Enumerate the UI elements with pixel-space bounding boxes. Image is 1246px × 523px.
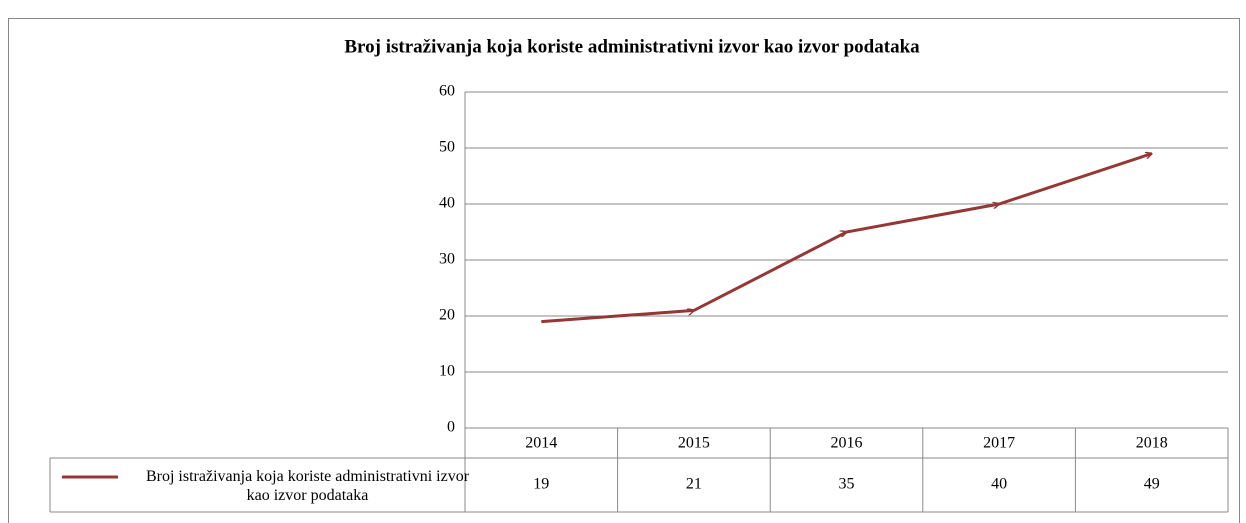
legend-label: Broj istraživanja koja koriste administr… (145, 468, 470, 504)
chart-border (8, 18, 1240, 523)
series-line (541, 154, 1151, 324)
table-value: 19 (533, 476, 549, 493)
x-tick-label: 2017 (983, 435, 1015, 452)
x-tick-label: 2014 (525, 435, 557, 452)
y-tick-label: 60 (439, 83, 455, 100)
table-value: 40 (991, 476, 1007, 493)
x-tick-label: 2015 (678, 435, 710, 452)
table-value: 21 (686, 476, 702, 493)
y-tick-label: 10 (439, 363, 455, 380)
y-tick-label: 0 (447, 419, 455, 436)
y-tick-label: 20 (439, 307, 455, 324)
y-tick-label: 30 (439, 251, 455, 268)
chart-title: Broj istraživanja koja koriste administr… (344, 36, 920, 57)
table-value: 35 (839, 476, 855, 493)
y-tick-label: 50 (439, 139, 455, 156)
table-value: 49 (1144, 476, 1160, 493)
y-tick-label: 40 (439, 195, 455, 212)
x-tick-label: 2018 (1136, 435, 1168, 452)
x-tick-label: 2016 (831, 435, 863, 452)
